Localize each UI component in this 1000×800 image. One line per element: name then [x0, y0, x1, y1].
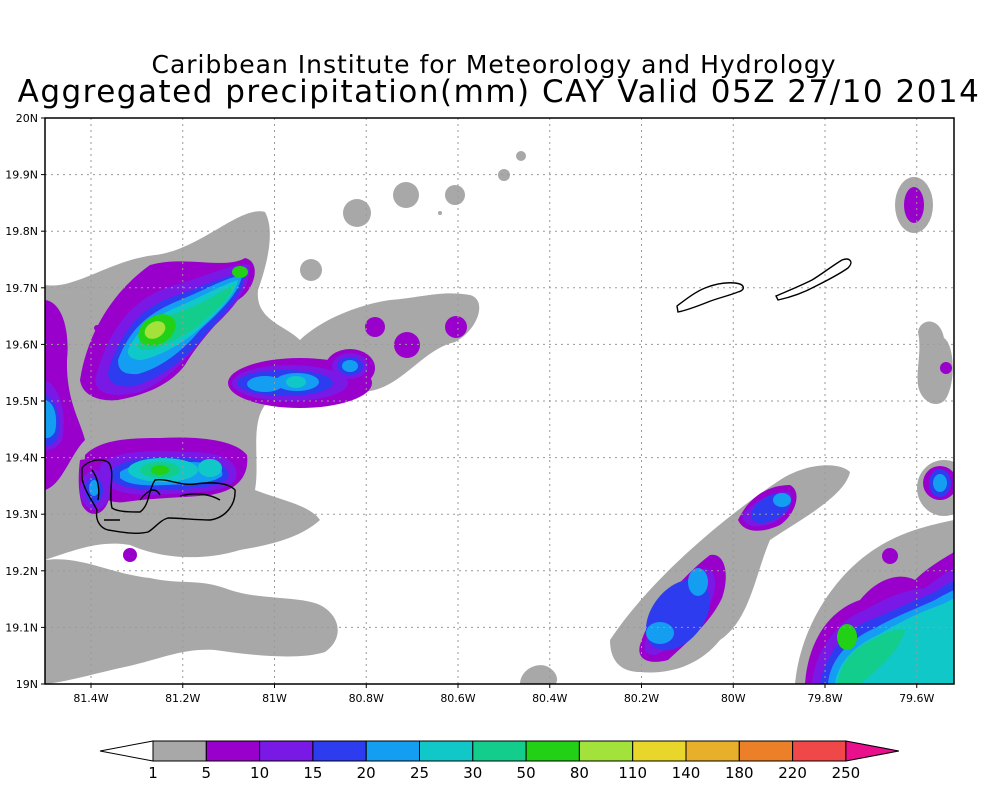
lat-tick-label: 19.2N — [5, 565, 38, 578]
lat-tick-label: 19.7N — [5, 282, 38, 295]
colorbar-swatch — [312, 740, 367, 762]
colorbar-above-arrow — [845, 740, 899, 762]
colorbar-swatch — [685, 740, 740, 762]
lat-tick-label: 19.8N — [5, 225, 38, 238]
colorbar-swatch — [738, 740, 794, 762]
lon-tick-label: 80.2W — [624, 692, 659, 705]
colorbar-label: 50 — [517, 764, 536, 782]
lon-tick-label: 79.6W — [899, 692, 934, 705]
colorbar-swatch — [152, 740, 207, 762]
lat-tick-label: 20N — [16, 112, 38, 125]
colorbar-label: 15 — [303, 764, 322, 782]
lon-tick-label: 80.4W — [532, 692, 567, 705]
chart-title-line1: Caribbean Institute for Meteorology and … — [151, 50, 837, 79]
lat-tick-label: 19.3N — [5, 508, 38, 521]
colorbar-label: 1 — [148, 764, 158, 782]
lat-tick-label: 19.1N — [5, 621, 38, 634]
map-gridlines — [45, 118, 954, 684]
colorbar-swatch — [259, 740, 314, 762]
colorbar-label: 180 — [725, 764, 754, 782]
colorbar-swatch — [792, 740, 847, 762]
precipitation-field — [45, 118, 954, 684]
lon-tick-label: 81W — [262, 692, 287, 705]
precip-band-80mm — [144, 321, 166, 339]
colorbar-label: 10 — [250, 764, 269, 782]
colorbar-swatch — [578, 740, 634, 762]
colorbar-swatch — [632, 740, 687, 762]
colorbar-swatch — [472, 740, 527, 762]
lon-tick-label: 80.6W — [440, 692, 475, 705]
longitude-axis: 81.4W 81.2W 81W 80.8W 80.6W 80.4W 80.2W 80W 79.8… — [73, 684, 935, 705]
lon-tick-label: 80.8W — [349, 692, 384, 705]
colorbar-label: 5 — [202, 764, 212, 782]
lat-tick-label: 19N — [16, 678, 38, 691]
colorbar-label: 30 — [463, 764, 482, 782]
lon-tick-label: 79.8W — [807, 692, 842, 705]
lat-tick-label: 19.5N — [5, 395, 38, 408]
colorbar-label: 110 — [618, 764, 647, 782]
colorbar-swatch — [365, 740, 421, 762]
colorbar-label: 250 — [832, 764, 861, 782]
chart-title-line2: Aggregated precipitation(mm) CAY Valid 0… — [17, 74, 981, 110]
colorbar-swatch — [205, 740, 261, 762]
lat-tick-label: 19.6N — [5, 338, 38, 351]
colorbar-label: 220 — [778, 764, 807, 782]
lat-tick-label: 19.9N — [5, 169, 38, 182]
colorbar-swatch — [525, 740, 580, 762]
lat-tick-label: 19.4N — [5, 452, 38, 465]
colorbar-label: 20 — [357, 764, 376, 782]
lon-tick-label: 81.4W — [73, 692, 108, 705]
lon-tick-label: 80W — [721, 692, 746, 705]
cayman-islands-outline — [81, 258, 852, 534]
colorbar-below-arrow — [99, 740, 154, 762]
colorbar-label: 25 — [410, 764, 429, 782]
colorbar-swatch — [419, 740, 474, 762]
colorbar-label: 80 — [570, 764, 589, 782]
colorbar-label: 140 — [672, 764, 701, 782]
colorbar: 1 5 10 15 20 25 30 50 80 110 140 180 220 250 — [99, 740, 899, 782]
lon-tick-label: 81.2W — [165, 692, 200, 705]
latitude-axis: 19N 19.1N 19.2N 19.3N 19.4N 19.5N 19.6N 19.7N 19… — [5, 112, 45, 691]
